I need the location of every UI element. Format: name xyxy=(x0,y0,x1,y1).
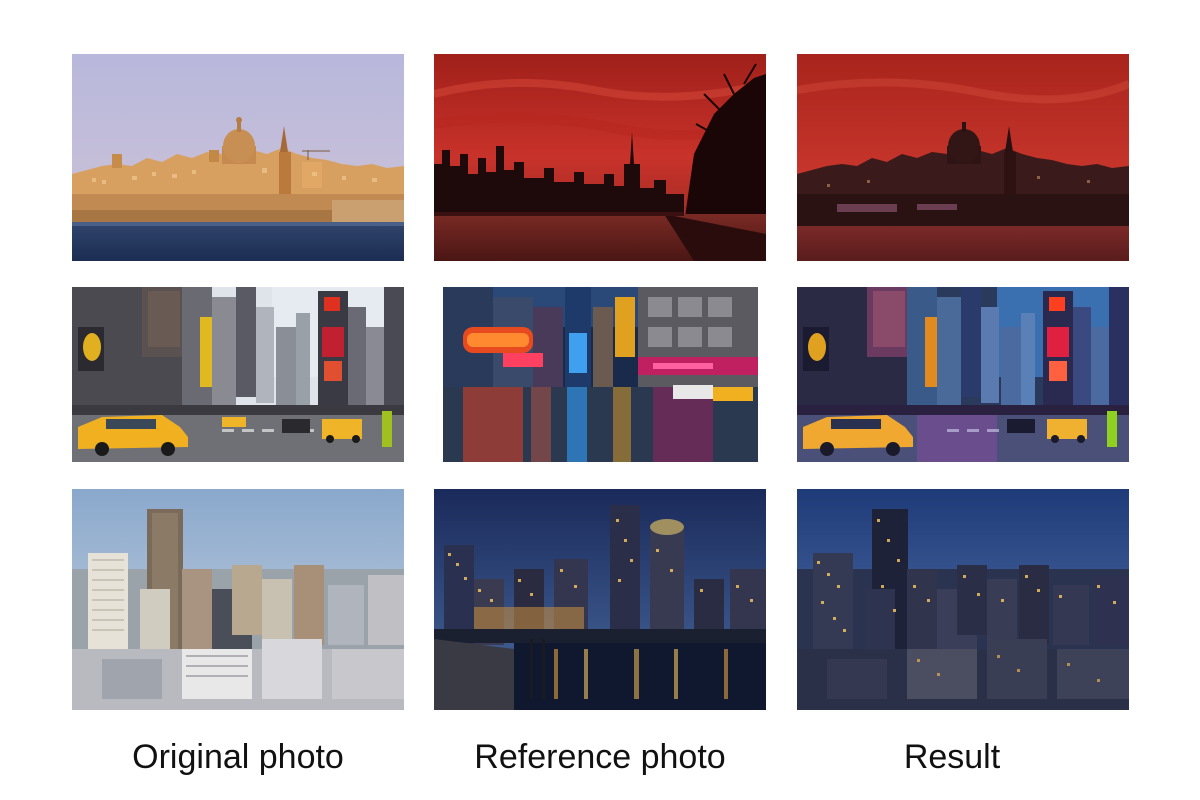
original-photo-row2 xyxy=(72,287,404,462)
caption-result: Result xyxy=(903,738,1001,776)
reference-photo-row3 xyxy=(434,489,766,710)
result-photo-row1 xyxy=(797,54,1129,261)
reference-photo-row1 xyxy=(434,54,766,261)
original-photo-row3 xyxy=(72,489,404,710)
caption-reference: Reference photo xyxy=(474,738,726,776)
result-photo-row2 xyxy=(797,287,1129,462)
original-photo-row1 xyxy=(72,54,404,261)
reference-photo-row2 xyxy=(443,287,758,462)
result-photo-row3 xyxy=(797,489,1129,710)
caption-original: Original photo xyxy=(132,738,344,776)
